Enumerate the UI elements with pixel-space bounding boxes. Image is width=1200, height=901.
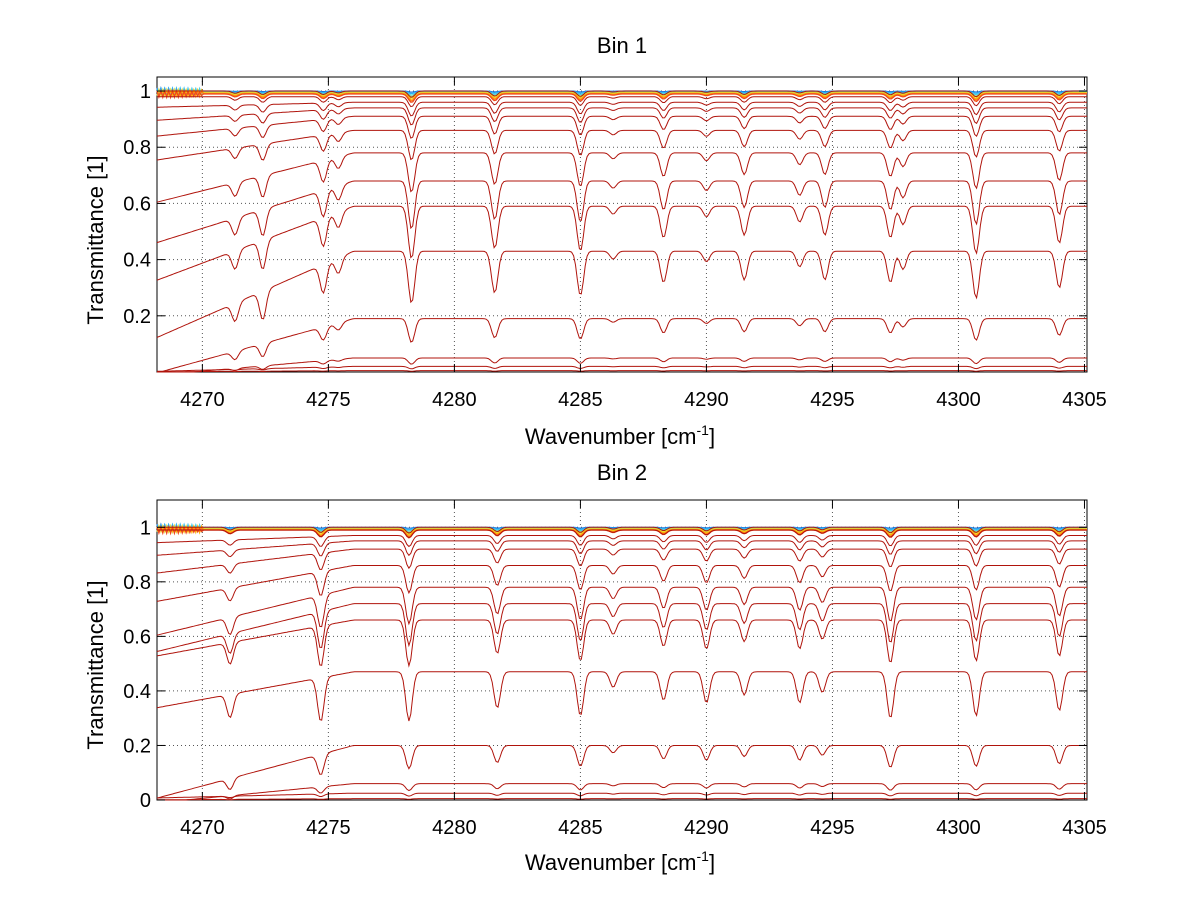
x-axis-label-bin1: Wavenumber [cm-1] [525, 422, 715, 449]
spectrum-line-lower [156, 152, 1087, 203]
spectrum-line-lower [156, 540, 1087, 558]
y-axis-label-bin2: Transmittance [1] [83, 580, 108, 749]
chart-panel-bin2: 4270 4275 4280 4285 4290 4295 4300 4305 0 0.2 0.4… [83, 460, 1107, 875]
plot-area-bin1 [156, 76, 1088, 373]
x-tick-label: 4305 [1062, 817, 1107, 839]
x-tick-label: 4300 [936, 389, 981, 411]
spectrum-line-lower [156, 564, 1087, 602]
y-tick-label: 0.8 [123, 572, 151, 594]
spectrum-line-lower [156, 619, 1087, 668]
x-tick-label: 4305 [1062, 389, 1107, 411]
y-tick-label: 1 [140, 517, 151, 539]
x-tick-label: 4300 [936, 817, 981, 839]
spectrum-line-lower [156, 180, 1087, 244]
x-axis-label-text: Wavenumber [cm [525, 850, 697, 875]
x-tick-label: 4290 [684, 817, 729, 839]
series-group-bin2 [156, 522, 1087, 801]
x-axis-bin2: 4270 4275 4280 4285 4290 4295 4300 4305 [180, 500, 1107, 839]
spectrum-line-lower [157, 535, 1087, 548]
spectrum-line-lower [156, 548, 1087, 574]
spectrum-line-upper [156, 88, 1087, 103]
spectrum-line-lower [157, 783, 1087, 801]
x-axis-label-close: ] [709, 424, 715, 449]
x-axis-label-close: ] [709, 850, 715, 875]
spectrum-line-lower [157, 318, 1087, 373]
x-tick-label: 4280 [432, 817, 477, 839]
chart-title-bin2: Bin 2 [597, 460, 647, 485]
x-tick-label: 4290 [684, 389, 729, 411]
y-tick-label: 0.2 [123, 735, 151, 757]
x-axis-label-sup: -1 [697, 422, 710, 438]
y-tick-label: 1 [140, 81, 151, 103]
x-tick-label: 4285 [558, 817, 603, 839]
spectrum-line-lower [156, 603, 1087, 654]
spectrum-line-lower [157, 526, 1087, 534]
y-tick-label: 0.4 [123, 250, 151, 272]
y-tick-label: 0 [140, 790, 151, 812]
spectrum-line-lower [157, 357, 1087, 373]
x-tick-label: 4270 [180, 817, 225, 839]
y-tick-label: 0.8 [123, 137, 151, 159]
x-tick-label: 4270 [180, 389, 225, 411]
y-tick-label: 0.6 [123, 626, 151, 648]
x-axis-label-bin2: Wavenumber [cm-1] [525, 848, 715, 875]
x-tick-label: 4285 [558, 389, 603, 411]
chart-panel-bin1: 4270 4275 4280 4285 4290 4295 4300 4305 0.20.40… [83, 33, 1107, 449]
x-axis-bin1: 4270 4275 4280 4285 4290 4295 4300 4305 [180, 77, 1107, 411]
y-axis-label-bin1: Transmittance [1] [83, 155, 108, 324]
spectrum-line-lower [156, 115, 1087, 139]
series-group-bin1 [156, 85, 1087, 373]
spectrum-line-lower [157, 365, 1087, 372]
chart-title-bin1: Bin 1 [597, 33, 647, 58]
y-axis-bin2: 0 0.2 0.4 0.6 0.8 1 [123, 517, 1087, 812]
x-axis-label-text: Wavenumber [cm [525, 424, 697, 449]
x-tick-label: 4280 [432, 389, 477, 411]
x-axis-label-sup: -1 [697, 848, 710, 864]
spectrum-line-lower [156, 671, 1087, 722]
spectrum-line-lower [157, 90, 1087, 98]
spectrum-line-lower [157, 798, 1087, 801]
spectrum-line-lower [156, 586, 1087, 636]
spectrum-line-lower [157, 370, 1087, 373]
spectrum-line-lower [157, 101, 1087, 117]
plot-area-bin2 [156, 499, 1088, 801]
grid-bin1 [157, 77, 1087, 372]
x-tick-label: 4295 [810, 817, 855, 839]
x-tick-label: 4295 [810, 389, 855, 411]
x-tick-label: 4275 [306, 817, 351, 839]
spectrum-line-lower [156, 129, 1087, 161]
spectrum-line-lower [156, 205, 1087, 281]
x-tick-label: 4275 [306, 389, 351, 411]
spectrum-line-lower [157, 96, 1087, 108]
spectrum-line-lower [156, 792, 1087, 799]
spectrum-line-lower [156, 250, 1087, 338]
y-tick-label: 0.4 [123, 681, 151, 703]
spectrum-line-lower [156, 745, 1087, 799]
spectrum-line-lower [157, 529, 1087, 539]
y-axis-bin1: 0.2 0.4 0.6 0.8 1 [123, 81, 1087, 328]
spectrum-line-lower [156, 107, 1087, 126]
y-tick-label: 0.2 [123, 306, 151, 328]
y-tick-label: 0.6 [123, 193, 151, 215]
